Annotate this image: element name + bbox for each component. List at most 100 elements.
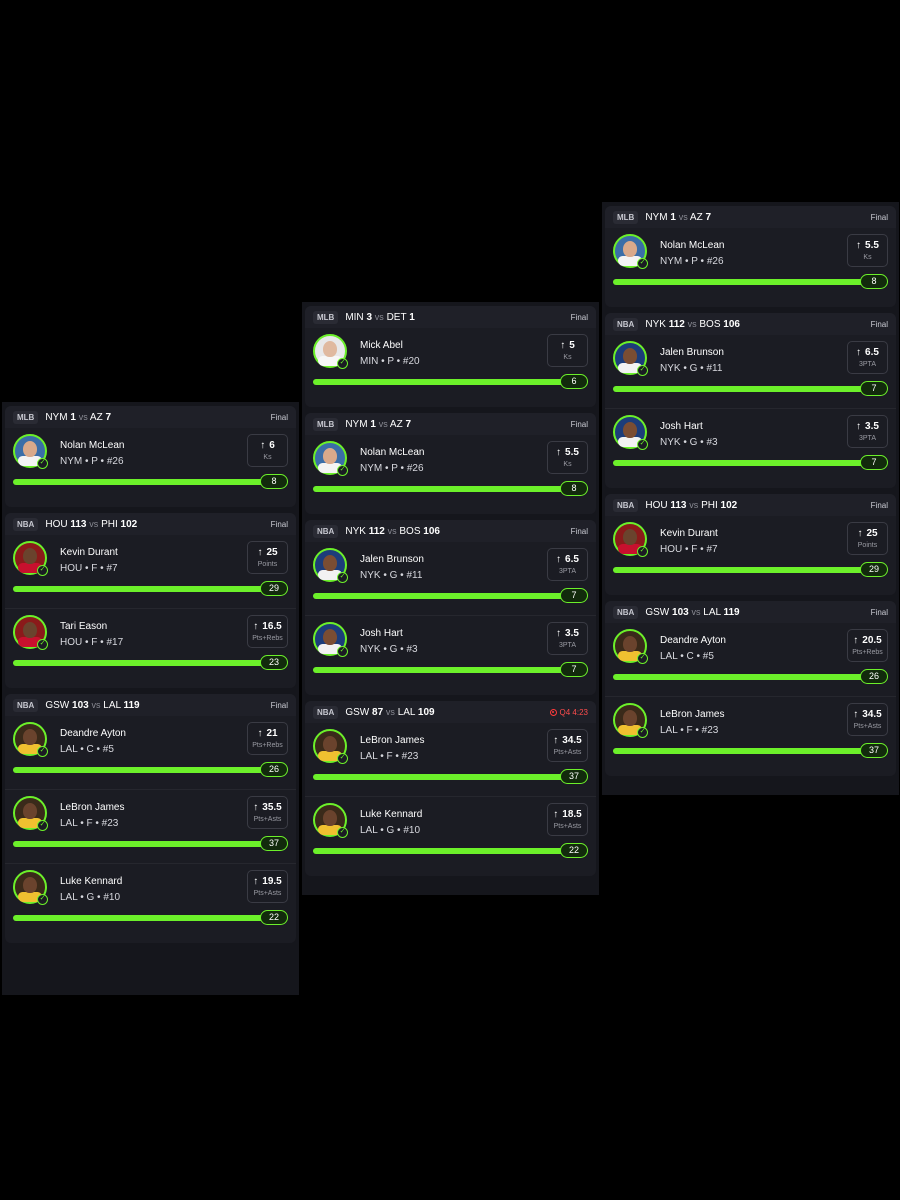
team1-score: 87 (372, 706, 384, 718)
result-badge: 6 (560, 374, 588, 389)
progress-fill (613, 460, 868, 466)
picks-list: ✓ Kevin Durant HOU • F • #7 ↑ 25 Points 2… (5, 535, 296, 682)
check-icon: ✓ (637, 546, 648, 557)
player-head (23, 877, 37, 893)
progress-fill (13, 586, 268, 592)
player-name: Josh Hart (660, 421, 703, 432)
player-jersey (318, 825, 342, 835)
vs-label: vs (89, 518, 99, 529)
line-box[interactable]: ↑ 20.5 Pts+Rebs (847, 629, 888, 662)
pick-row[interactable]: ✓ Josh Hart NYK • G • #3 ↑ 3.5 3PTA 7 (305, 616, 596, 689)
player-name: Kevin Durant (60, 547, 118, 558)
team1: NYM (345, 418, 368, 430)
progress-fill (13, 660, 268, 666)
progress-track (313, 593, 568, 599)
line-box[interactable]: ↑ 6.5 3PTA (847, 341, 888, 374)
arrow-up-icon: ↑ (257, 728, 263, 739)
line-value: ↑ 25 (248, 547, 287, 558)
arrow-up-icon: ↑ (857, 528, 863, 539)
game-header: MLB NYM 1 vs AZ 7 Final (305, 413, 596, 435)
pick-row[interactable]: ✓ Luke Kennard LAL • G • #10 ↑ 18.5 Pts+A… (305, 797, 596, 870)
team2-score: 7 (405, 418, 412, 430)
pick-row[interactable]: ✓ LeBron James LAL • F • #23 ↑ 34.5 Pts+A… (305, 723, 596, 797)
stat-type: 3PTA (859, 361, 876, 368)
line-value: ↑ 20.5 (848, 635, 887, 646)
line-box[interactable]: ↑ 19.5 Pts+Asts (247, 870, 288, 903)
line-box[interactable]: ↑ 3.5 3PTA (547, 622, 588, 655)
pick-row[interactable]: ✓ Deandre Ayton LAL • C • #5 ↑ 20.5 Pts+R… (605, 623, 896, 697)
pick-row[interactable]: ✓ LeBron James LAL • F • #23 ↑ 34.5 Pts+A… (605, 697, 896, 770)
check-icon: ✓ (337, 465, 348, 476)
game-card[interactable]: NBA HOU 113 vs PHI 102 Final ✓ Kevin Dur… (605, 494, 896, 595)
pick-row[interactable]: ✓ Nolan McLean NYM • P • #26 ↑ 6 Ks 8 (5, 428, 296, 501)
line-box[interactable]: ↑ 5.5 Ks (547, 441, 588, 474)
progress-bar: 26 (613, 669, 888, 684)
picks-list: ✓ Jalen Brunson NYK • G • #11 ↑ 6.5 3PTA … (605, 335, 896, 482)
game-card[interactable]: NBA NYK 112 vs BOS 106 Final ✓ Jalen Bru… (305, 520, 596, 695)
line-box[interactable]: ↑ 6 Ks (247, 434, 288, 467)
line-box[interactable]: ↑ 34.5 Pts+Asts (547, 729, 588, 762)
player-name: Mick Abel (360, 340, 403, 351)
team1-score: 103 (672, 606, 689, 618)
game-card[interactable]: NBA GSW 103 vs LAL 119 Final ✓ Deandre A… (605, 601, 896, 776)
matchup: NYM 1 vs AZ 7 (345, 419, 570, 430)
pick-row[interactable]: ✓ Josh Hart NYK • G • #3 ↑ 3.5 3PTA 7 (605, 409, 896, 482)
line-box[interactable]: ↑ 25 Points (247, 541, 288, 574)
line-box[interactable]: ↑ 6.5 3PTA (547, 548, 588, 581)
player-avatar: ✓ (613, 703, 648, 738)
pick-row[interactable]: ✓ Nolan McLean NYM • P • #26 ↑ 5.5 Ks 8 (605, 228, 896, 301)
line-number: 5.5 (565, 447, 579, 458)
result-badge: 7 (860, 381, 888, 396)
line-box[interactable]: ↑ 21 Pts+Rebs (247, 722, 288, 755)
line-box[interactable]: ↑ 5 Ks (547, 334, 588, 367)
player-head (23, 441, 37, 457)
progress-track (613, 674, 868, 680)
line-box[interactable]: ↑ 35.5 Pts+Asts (247, 796, 288, 829)
game-status-text: Final (270, 519, 288, 529)
vs-label: vs (78, 411, 88, 422)
game-card[interactable]: MLB NYM 1 vs AZ 7 Final ✓ Nolan McLean N… (305, 413, 596, 514)
matchup: GSW 103 vs LAL 119 (45, 700, 270, 711)
game-card[interactable]: NBA HOU 113 vs PHI 102 Final ✓ Kevin Dur… (5, 513, 296, 688)
player-meta: LAL • F • #23 (360, 751, 419, 762)
line-box[interactable]: ↑ 34.5 Pts+Asts (847, 703, 888, 736)
arrow-up-icon: ↑ (856, 240, 862, 251)
line-box[interactable]: ↑ 3.5 3PTA (847, 415, 888, 448)
pick-row[interactable]: ✓ Luke Kennard LAL • G • #10 ↑ 19.5 Pts+A… (5, 864, 296, 937)
game-header: MLB NYM 1 vs AZ 7 Final (605, 206, 896, 228)
check-icon: ✓ (337, 646, 348, 657)
player-meta: HOU • F • #17 (60, 637, 124, 648)
game-card[interactable]: MLB NYM 1 vs AZ 7 Final ✓ Nolan McLean N… (5, 406, 296, 507)
league-badge: MLB (613, 210, 639, 224)
game-status: Final (271, 701, 288, 710)
pick-row[interactable]: ✓ Kevin Durant HOU • F • #7 ↑ 25 Points 2… (605, 516, 896, 589)
check-icon: ✓ (337, 827, 348, 838)
player-jersey (618, 363, 642, 373)
pick-row[interactable]: ✓ Kevin Durant HOU • F • #7 ↑ 25 Points 2… (5, 535, 296, 609)
pick-row[interactable]: ✓ Mick Abel MIN • P • #20 ↑ 5 Ks 6 (305, 328, 596, 401)
line-box[interactable]: ↑ 18.5 Pts+Asts (547, 803, 588, 836)
pick-row[interactable]: ✓ LeBron James LAL • F • #23 ↑ 35.5 Pts+A… (5, 790, 296, 864)
pick-row[interactable]: ✓ Jalen Brunson NYK • G • #11 ↑ 6.5 3PTA … (305, 542, 596, 616)
line-box[interactable]: ↑ 16.5 Pts+Rebs (247, 615, 288, 648)
progress-track (613, 748, 868, 754)
pick-row[interactable]: ✓ Jalen Brunson NYK • G • #11 ↑ 6.5 3PTA … (605, 335, 896, 409)
check-icon: ✓ (637, 365, 648, 376)
progress-bar: 26 (13, 762, 288, 777)
player-name: Deandre Ayton (660, 635, 726, 646)
game-card[interactable]: MLB MIN 3 vs DET 1 Final ✓ Mick Abel MIN… (305, 306, 596, 407)
progress-track (613, 567, 868, 573)
line-box[interactable]: ↑ 5.5 Ks (847, 234, 888, 267)
game-card[interactable]: NBA GSW 87 vs LAL 109 Q4 4:23 ✓ LeBron J… (305, 701, 596, 876)
game-card[interactable]: NBA GSW 103 vs LAL 119 Final ✓ Deandre A… (5, 694, 296, 943)
pick-row[interactable]: ✓ Deandre Ayton LAL • C • #5 ↑ 21 Pts+Reb… (5, 716, 296, 790)
matchup: HOU 113 vs PHI 102 (645, 500, 870, 511)
team1: HOU (645, 499, 668, 511)
line-box[interactable]: ↑ 25 Points (847, 522, 888, 555)
pick-row[interactable]: ✓ Nolan McLean NYM • P • #26 ↑ 5.5 Ks 8 (305, 435, 596, 508)
pick-row[interactable]: ✓ Tari Eason HOU • F • #17 ↑ 16.5 Pts+Reb… (5, 609, 296, 682)
game-card[interactable]: MLB NYM 1 vs AZ 7 Final ✓ Nolan McLean N… (605, 206, 896, 307)
game-card[interactable]: NBA NYK 112 vs BOS 106 Final ✓ Jalen Bru… (605, 313, 896, 488)
player-meta: MIN • P • #20 (360, 356, 420, 367)
picks-list: ✓ Nolan McLean NYM • P • #26 ↑ 5.5 Ks 8 (305, 435, 596, 508)
